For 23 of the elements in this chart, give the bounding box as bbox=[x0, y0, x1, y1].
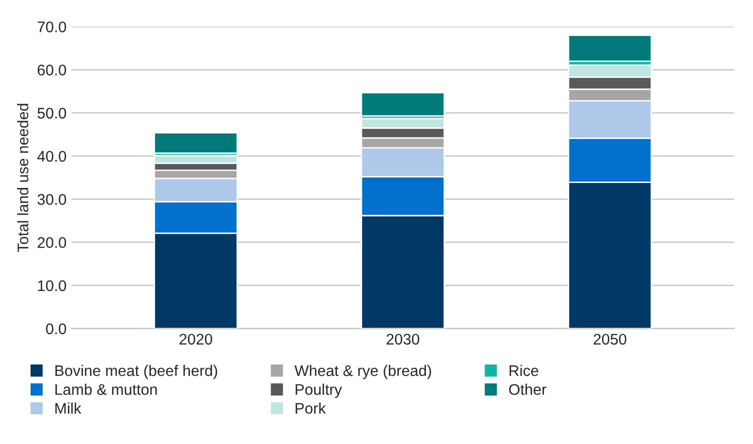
legend-label: Poultry bbox=[296, 384, 342, 398]
bar bbox=[154, 132, 238, 154]
y-tick-label: 50.0 bbox=[38, 108, 66, 119]
bar bbox=[568, 34, 652, 62]
bar bbox=[360, 92, 445, 117]
y-tick-label: 70.0 bbox=[38, 22, 66, 32]
y-tick-label: 60.0 bbox=[38, 64, 66, 76]
legend-label: Other bbox=[509, 384, 546, 395]
legend-label: Bovine meat (beef herd) bbox=[55, 364, 218, 380]
y-tick-label: 0.0 bbox=[46, 323, 66, 334]
y-axis-title: Total land use needed bbox=[17, 104, 28, 252]
x-tick-label: 2020 bbox=[180, 334, 212, 345]
x-tick-label: 2030 bbox=[386, 334, 420, 345]
legend-label: Wheat & rye (bread) bbox=[294, 364, 432, 380]
y-tick-label: 40.0 bbox=[37, 150, 66, 162]
y-tick-label: 10.0 bbox=[38, 280, 66, 292]
x-tick-label: 2050 bbox=[594, 334, 626, 345]
legend-label: Lamb & mutton bbox=[55, 384, 157, 395]
legend-label: Milk bbox=[55, 402, 82, 414]
legend-label: Pork bbox=[296, 402, 326, 414]
y-tick-label: 20.0 bbox=[38, 237, 66, 248]
legend-label: Rice bbox=[510, 364, 538, 376]
y-tick-label: 30.0 bbox=[38, 194, 66, 205]
